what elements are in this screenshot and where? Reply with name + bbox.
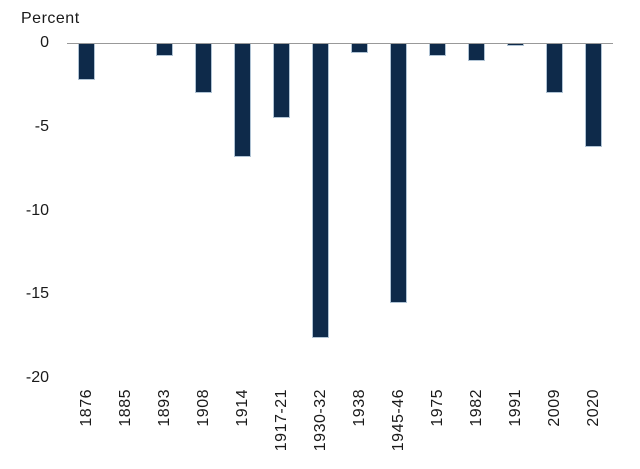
bar-2009 [546, 43, 563, 93]
x-tick-label: 1885 [116, 389, 134, 427]
bar-1982 [468, 43, 485, 61]
x-tick-label: 2009 [545, 389, 563, 427]
bar-1938 [351, 43, 368, 53]
y-tick-label: 0 [40, 34, 49, 51]
x-tick-label: 2020 [584, 389, 602, 427]
x-tick-label: 1917-21 [272, 389, 290, 452]
x-tick-label: 1982 [467, 389, 485, 427]
bar-1945-46 [390, 43, 407, 303]
y-tick-label: -20 [25, 369, 49, 386]
bar-1991 [507, 43, 524, 46]
x-tick-label: 1945-46 [389, 389, 407, 452]
x-tick-label: 1975 [428, 389, 446, 427]
x-tick-label: 1938 [350, 389, 368, 427]
x-tick-label: 1991 [506, 389, 524, 427]
x-tick-label: 1908 [194, 389, 212, 427]
zero-axis-line [67, 43, 613, 44]
y-axis-unit-label: Percent [21, 10, 80, 27]
bar-1908 [195, 43, 212, 93]
bar-1975 [429, 43, 446, 56]
x-tick-label: 1876 [77, 389, 95, 427]
bar-1893 [156, 43, 173, 56]
bar-1917-21 [273, 43, 290, 118]
bar-2020 [585, 43, 602, 147]
bar-1930-32 [312, 43, 329, 338]
bar-1876 [78, 43, 95, 80]
bar-1914 [234, 43, 251, 157]
x-tick-label: 1893 [155, 389, 173, 427]
x-tick-label: 1930-32 [311, 389, 329, 452]
y-tick-label: -10 [25, 201, 49, 219]
y-tick-label: -5 [34, 117, 49, 135]
y-tick-label: -15 [25, 285, 49, 303]
x-tick-label: 1914 [233, 389, 251, 427]
